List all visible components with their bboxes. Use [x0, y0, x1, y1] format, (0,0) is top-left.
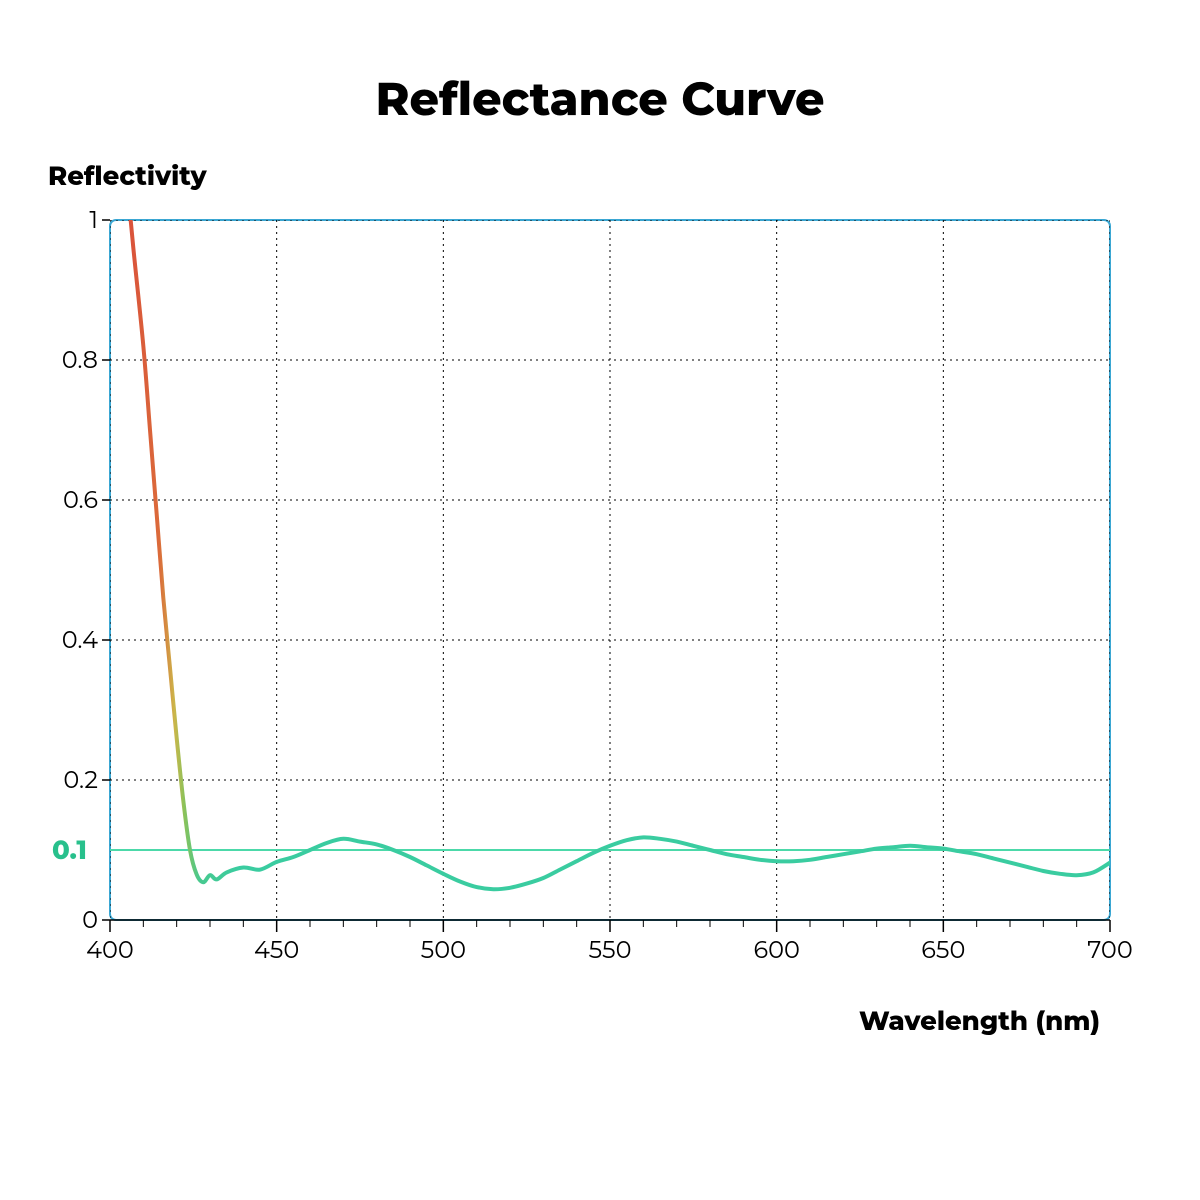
y-axis-label: Reflectivity — [48, 160, 207, 192]
y-tick-label: 0.6 — [48, 486, 98, 515]
x-tick-label: 400 — [80, 936, 140, 965]
x-tick-label: 450 — [247, 936, 307, 965]
x-axis-label: Wavelength (nm) — [859, 1005, 1100, 1037]
y-tick-label: 0.8 — [48, 346, 98, 375]
y-tick-label: 1 — [48, 206, 98, 235]
x-tick-label: 600 — [747, 936, 807, 965]
y-tick-label: 0 — [48, 906, 98, 935]
reference-line-label: 0.1 — [52, 834, 87, 866]
chart-plot — [50, 200, 1140, 990]
x-tick-label: 700 — [1080, 936, 1140, 965]
chart-title: Reflectance Curve — [0, 70, 1200, 127]
x-tick-label: 550 — [580, 936, 640, 965]
x-tick-label: 650 — [913, 936, 973, 965]
x-tick-label: 500 — [413, 936, 473, 965]
y-tick-label: 0.4 — [48, 626, 98, 655]
y-tick-label: 0.2 — [48, 766, 98, 795]
